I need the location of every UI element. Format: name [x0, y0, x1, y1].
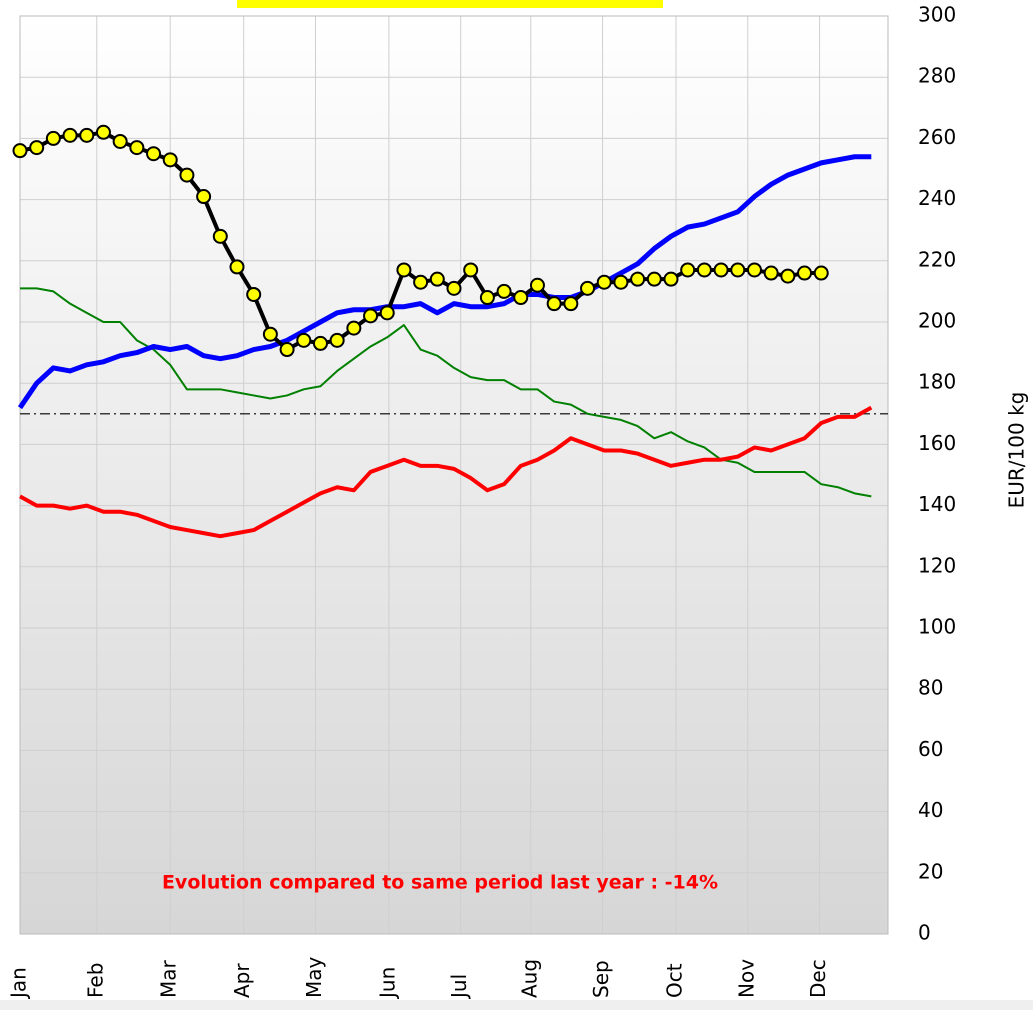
y-tick-label: 160: [918, 431, 956, 455]
x-tick-label: Dec: [806, 959, 830, 998]
plot-area: [20, 16, 888, 934]
point-marker: [529, 277, 545, 293]
x-tick-label: Jan: [7, 967, 31, 1000]
x-tick-label: Aug: [517, 959, 541, 998]
y-tick-label: 40: [918, 798, 943, 822]
y-tick-label: 220: [918, 247, 956, 271]
point-marker: [262, 326, 278, 342]
x-tick-label: Nov: [734, 959, 758, 998]
series-line: [20, 287, 872, 498]
x-tick-label: Jul: [447, 974, 471, 1000]
point-marker: [45, 130, 61, 146]
plot-border: [19, 15, 889, 935]
point-marker: [379, 305, 395, 321]
point-marker: [95, 124, 111, 140]
point-marker: [162, 152, 178, 168]
point-marker: [696, 262, 712, 278]
annotation: Evolution compared to same period last y…: [162, 872, 718, 894]
point-marker: [630, 271, 646, 287]
point-marker: [246, 286, 262, 302]
point-marker: [446, 280, 462, 296]
point-marker: [196, 189, 212, 205]
y-tick-label: 180: [918, 370, 956, 394]
point-marker: [396, 262, 412, 278]
point-marker: [646, 271, 662, 287]
y-tick-label: 300: [918, 3, 956, 27]
point-marker: [730, 262, 746, 278]
point-marker: [496, 283, 512, 299]
y-tick-label: 240: [918, 186, 956, 210]
point-marker: [563, 296, 579, 312]
point-marker: [296, 332, 312, 348]
x-tick-label: Oct: [663, 963, 687, 998]
point-marker: [663, 271, 679, 287]
point-marker: [797, 265, 813, 281]
x-tick-label: Sep: [589, 960, 613, 998]
point-marker: [546, 296, 562, 312]
y-tick-label: 280: [918, 64, 956, 88]
point-marker: [596, 274, 612, 290]
point-marker: [12, 143, 28, 159]
y-tick-label: 260: [918, 125, 956, 149]
point-marker: [713, 262, 729, 278]
x-tick-label: May: [302, 956, 326, 998]
point-marker: [329, 332, 345, 348]
point-marker: [580, 280, 596, 296]
point-marker: [179, 167, 195, 183]
point-marker: [763, 265, 779, 281]
x-tick-label: Mar: [157, 959, 181, 998]
point-marker: [129, 140, 145, 156]
point-marker: [479, 290, 495, 306]
point-marker: [363, 308, 379, 324]
point-marker: [79, 127, 95, 143]
point-marker: [229, 259, 245, 275]
point-marker: [112, 133, 128, 149]
x-tick-label: Jun: [375, 967, 399, 1000]
point-marker: [346, 320, 362, 336]
series-line: [19, 405, 873, 539]
point-marker: [29, 140, 45, 156]
bottom-strip: [0, 1000, 1033, 1010]
y-tick-label: 140: [918, 492, 956, 516]
x-tick-label: Apr: [230, 963, 254, 998]
y-tick-label: 80: [918, 676, 943, 700]
x-tick-label: Feb: [83, 963, 107, 998]
point-marker: [813, 265, 829, 281]
y-axis-label: EUR/100 kg: [1005, 392, 1029, 509]
point-marker: [212, 228, 228, 244]
point-marker: [513, 290, 529, 306]
point-marker: [613, 274, 629, 290]
point-marker: [279, 342, 295, 358]
point-marker: [746, 262, 762, 278]
y-tick-label: 20: [918, 859, 943, 883]
point-marker: [780, 268, 796, 284]
y-tick-label: 120: [918, 553, 956, 577]
point-marker: [680, 262, 696, 278]
y-tick-label: 0: [918, 921, 931, 945]
title-box: [237, 0, 663, 8]
y-tick-label: 60: [918, 737, 943, 761]
point-marker: [413, 274, 429, 290]
point-marker: [312, 335, 328, 351]
point-marker: [146, 146, 162, 162]
y-tick-label: 100: [918, 615, 956, 639]
point-marker: [62, 127, 78, 143]
point-marker: [463, 262, 479, 278]
point-marker: [429, 271, 445, 287]
y-tick-label: 200: [918, 309, 956, 333]
series-line: [17, 154, 872, 410]
